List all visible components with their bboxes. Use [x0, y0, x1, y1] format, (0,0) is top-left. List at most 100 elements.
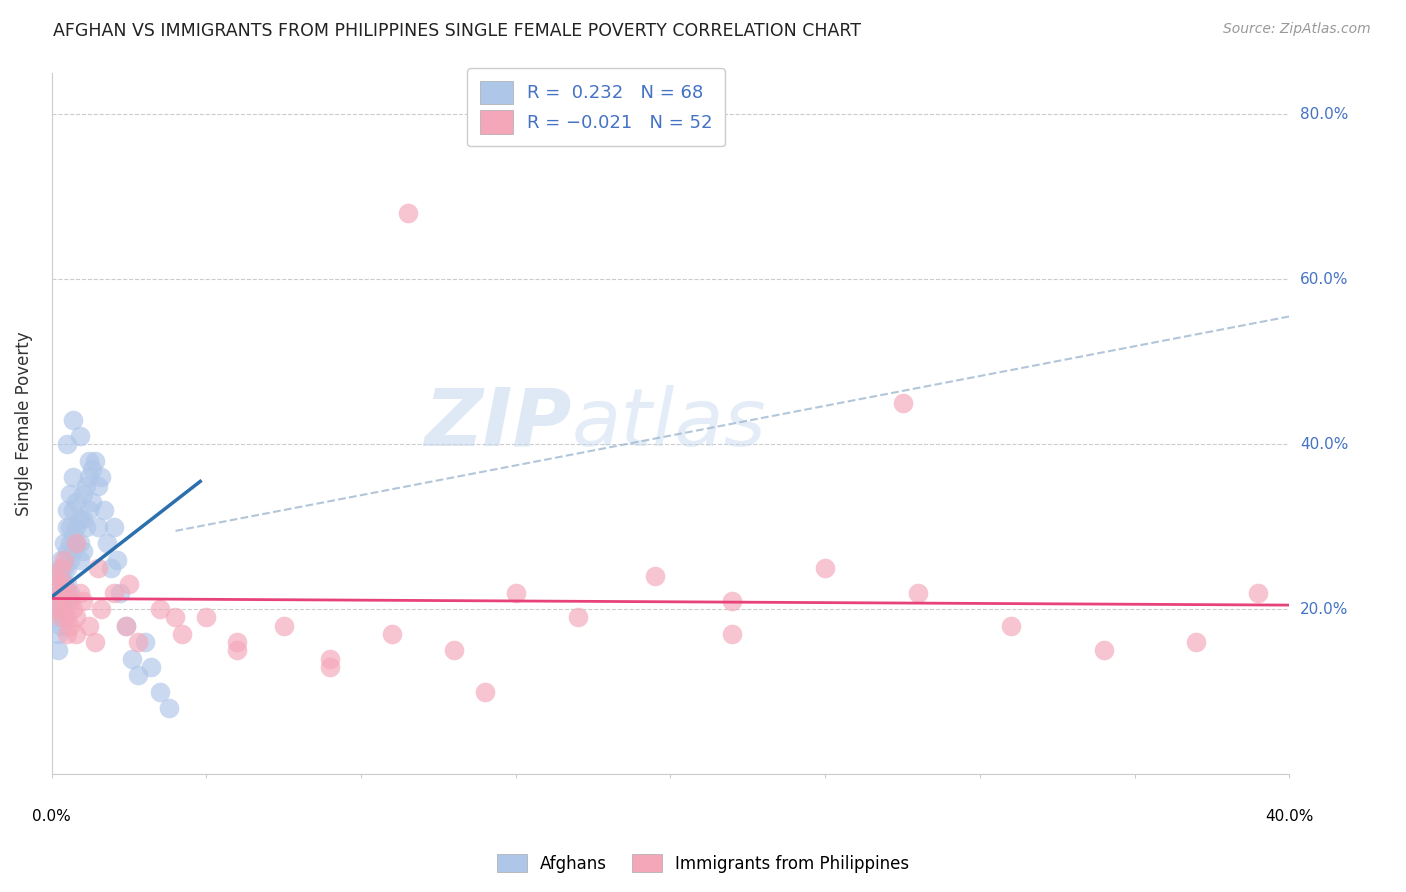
- Point: [90, 470, 112, 484]
- Point: [75, 478, 97, 492]
- Legend: Afghans, Immigrants from Philippines: Afghans, Immigrants from Philippines: [489, 847, 917, 880]
- Point: [907, 585, 929, 599]
- Point: [62, 503, 84, 517]
- Point: [505, 585, 527, 599]
- Point: [65, 495, 87, 509]
- Point: [118, 577, 141, 591]
- Point: [84, 635, 107, 649]
- Point: [72, 487, 94, 501]
- Point: [62, 412, 84, 426]
- Point: [46, 602, 69, 616]
- Point: [149, 684, 172, 698]
- Point: [59, 594, 82, 608]
- Point: [65, 610, 87, 624]
- Point: [49, 569, 72, 583]
- Point: [319, 660, 342, 674]
- Point: [567, 610, 589, 624]
- Point: [53, 577, 76, 591]
- Point: [87, 561, 110, 575]
- Point: [115, 618, 138, 632]
- Point: [46, 627, 69, 641]
- Point: [65, 520, 87, 534]
- Point: [721, 627, 744, 641]
- Point: [59, 487, 82, 501]
- Point: [49, 602, 72, 616]
- Point: [65, 627, 87, 641]
- Point: [56, 577, 79, 591]
- Point: [127, 635, 149, 649]
- Point: [77, 618, 100, 632]
- Point: [103, 585, 125, 599]
- Point: [127, 668, 149, 682]
- Point: [44, 594, 66, 608]
- Point: [121, 651, 143, 665]
- Point: [59, 520, 82, 534]
- Point: [56, 627, 79, 641]
- Point: [443, 643, 465, 657]
- Point: [77, 503, 100, 517]
- Point: [72, 544, 94, 558]
- Point: [44, 569, 66, 583]
- Point: [273, 618, 295, 632]
- Point: [319, 651, 342, 665]
- Point: [49, 553, 72, 567]
- Text: ZIP: ZIP: [425, 384, 571, 463]
- Point: [226, 643, 249, 657]
- Point: [44, 610, 66, 624]
- Point: [69, 536, 91, 550]
- Point: [44, 594, 66, 608]
- Point: [226, 635, 249, 649]
- Point: [644, 569, 666, 583]
- Text: 40.0%: 40.0%: [1265, 809, 1313, 824]
- Point: [56, 585, 79, 599]
- Point: [56, 610, 79, 624]
- Point: [72, 594, 94, 608]
- Text: 20.0%: 20.0%: [1301, 602, 1348, 616]
- Point: [77, 470, 100, 484]
- Point: [56, 594, 79, 608]
- Text: 40.0%: 40.0%: [1301, 437, 1348, 452]
- Point: [59, 585, 82, 599]
- Point: [139, 660, 162, 674]
- Legend: R =  0.232   N = 68, R = −0.021   N = 52: R = 0.232 N = 68, R = −0.021 N = 52: [467, 69, 725, 146]
- Point: [53, 610, 76, 624]
- Point: [93, 503, 115, 517]
- Point: [53, 602, 76, 616]
- Point: [53, 553, 76, 567]
- Point: [100, 561, 122, 575]
- Point: [1247, 585, 1270, 599]
- Point: [1092, 643, 1115, 657]
- Point: [134, 635, 156, 649]
- Point: [46, 577, 69, 591]
- Point: [46, 577, 69, 591]
- Point: [49, 585, 72, 599]
- Point: [49, 618, 72, 632]
- Text: atlas: atlas: [571, 384, 766, 463]
- Point: [814, 561, 837, 575]
- Text: AFGHAN VS IMMIGRANTS FROM PHILIPPINES SINGLE FEMALE POVERTY CORRELATION CHART: AFGHAN VS IMMIGRANTS FROM PHILIPPINES SI…: [53, 22, 862, 40]
- Point: [69, 553, 91, 567]
- Point: [56, 520, 79, 534]
- Point: [103, 520, 125, 534]
- Text: Source: ZipAtlas.com: Source: ZipAtlas.com: [1223, 22, 1371, 37]
- Point: [108, 585, 131, 599]
- Point: [157, 701, 180, 715]
- Text: 60.0%: 60.0%: [1301, 272, 1348, 287]
- Point: [69, 429, 91, 443]
- Point: [87, 520, 110, 534]
- Point: [59, 553, 82, 567]
- Point: [49, 585, 72, 599]
- Point: [69, 511, 91, 525]
- Point: [165, 610, 187, 624]
- Text: 80.0%: 80.0%: [1301, 107, 1348, 122]
- Point: [105, 553, 128, 567]
- Point: [84, 454, 107, 468]
- Point: [62, 528, 84, 542]
- Point: [53, 577, 76, 591]
- Point: [80, 462, 103, 476]
- Point: [65, 536, 87, 550]
- Point: [56, 544, 79, 558]
- Point: [46, 602, 69, 616]
- Text: 0.0%: 0.0%: [32, 809, 72, 824]
- Point: [149, 602, 172, 616]
